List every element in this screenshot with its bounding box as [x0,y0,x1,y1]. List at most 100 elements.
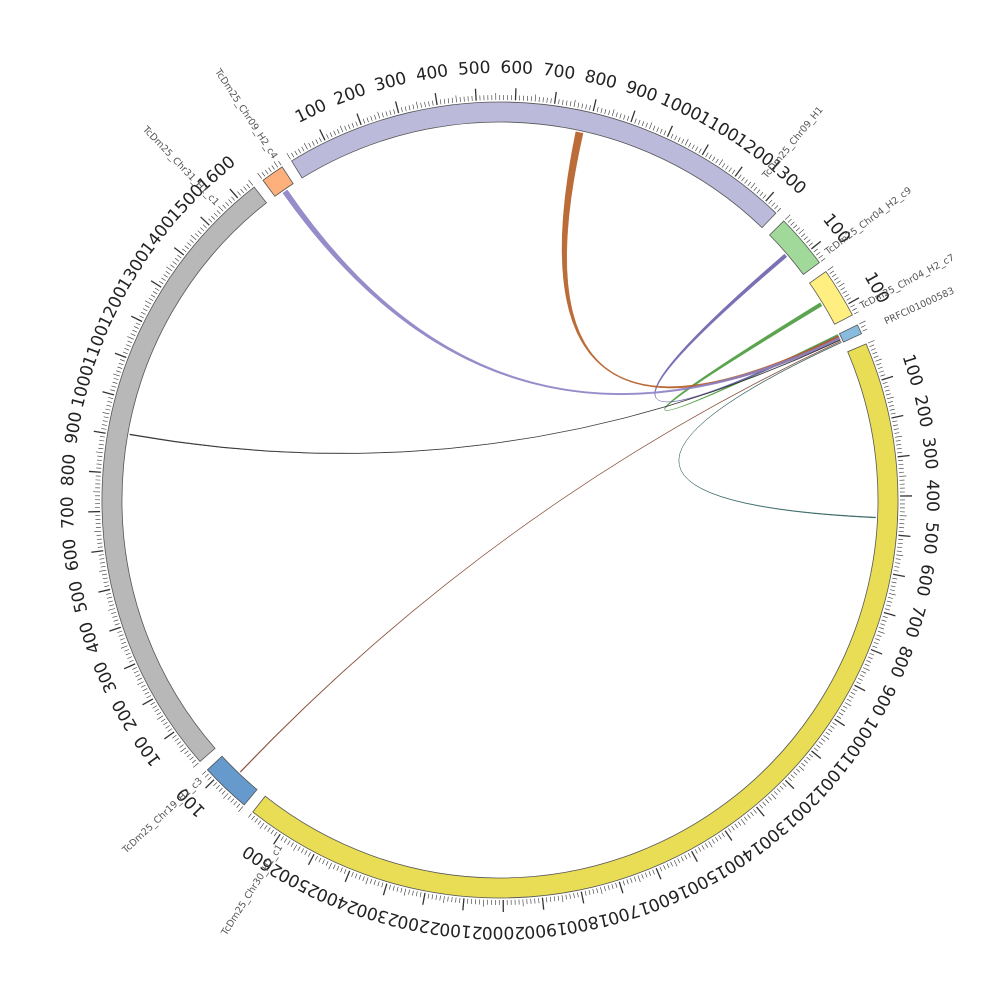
tick-mark [194,233,199,238]
tick-mark [205,779,215,789]
segment-prfci01000583 [838,324,863,343]
tick-mark [808,242,813,247]
tick-mark [267,827,271,832]
tick-mark [887,596,893,599]
tick-mark [125,344,131,347]
tick-mark [362,876,365,882]
tick-mark [109,604,115,607]
ticks-layer [88,88,912,912]
tick-mark [95,451,103,453]
tick-mark [850,691,856,695]
tick-mark [98,588,111,593]
tick-mark [117,630,123,633]
link-tcdm25_chr04_h2_c9 [654,253,840,403]
tick-mark [113,377,119,381]
tick-mark [99,569,107,572]
tick-mark [759,804,763,809]
tick-label: 1800 [565,909,611,937]
tick-mark [652,869,655,875]
tick-mark [422,892,426,905]
tick-mark [870,348,876,351]
segment-tcdm25_chr19_h2_c3 [206,755,258,806]
tick-mark [542,97,544,103]
tick-mark [888,405,894,407]
tick-mark [768,199,773,204]
tick-mark [191,759,197,764]
tick-mark [174,258,180,262]
tick-mark [889,408,895,411]
tick-mark [332,864,336,870]
tick-mark [795,227,800,232]
tick-mark [787,218,792,223]
tick-mark [891,414,904,419]
tick-mark [876,634,882,637]
tick-mark [854,311,859,315]
tick-mark [165,725,170,729]
tick-mark [435,894,437,900]
tick-label: 2100 [439,918,484,942]
tick-mark [404,106,407,112]
tick-label: 2000 [482,922,525,942]
tick-mark [816,251,821,256]
tick-mark [122,351,128,355]
tick-mark [589,105,591,111]
tick-mark [698,847,702,852]
tick-mark [251,815,255,821]
tick-mark [202,224,207,229]
tick-mark [565,894,567,900]
tick-mark [691,144,695,150]
tick-mark [728,828,732,833]
tick-mark [648,871,652,876]
tick-mark [176,741,182,745]
tick-mark [328,862,332,870]
tick-mark [163,274,168,278]
tick-mark [889,589,895,592]
tick-mark [88,470,102,473]
tick-mark [167,728,173,732]
tick-label: 800 [885,643,916,681]
link-tcdm25_chr09_h2_c4 [282,189,841,395]
tick-mark [200,216,210,226]
tick-mark [101,573,107,576]
tick-mark [257,172,263,179]
tick-mark [691,850,698,862]
tick-mark [97,542,103,544]
segments-layer [101,101,899,899]
tick-mark [645,872,648,878]
tick-mark [187,242,192,247]
tick-mark [213,782,218,787]
tick-mark [439,895,441,901]
tick-mark [439,99,442,105]
tick-mark [137,677,142,681]
tick-mark [581,103,584,109]
tick-mark [366,117,369,123]
tick-mark [756,189,761,194]
tick-mark [795,768,801,773]
tick-mark [408,889,410,895]
tick-mark [257,820,262,825]
tick-mark [879,627,884,630]
tick-mark [577,102,580,108]
tick-mark [297,148,301,154]
tick-mark [790,774,795,779]
tick-mark [622,880,625,886]
tick-label: 1600 [645,880,693,915]
tick-mark [615,882,618,888]
tick-mark [273,831,278,837]
tick-mark [623,114,626,120]
tick-mark [105,408,111,411]
tick-mark [880,623,886,626]
tick-mark [694,849,698,854]
tick-mark [238,806,244,812]
tick-mark [163,731,175,740]
tick-mark [308,142,312,148]
tick-mark [416,101,419,109]
tick-mark [808,753,814,758]
tick-mark [336,129,340,134]
tick-mark [798,765,805,771]
tick-mark [584,890,587,896]
tick-mark [127,340,133,344]
tick-mark [144,300,152,305]
tick-mark [268,167,272,172]
tick-label: 500 [919,521,942,555]
